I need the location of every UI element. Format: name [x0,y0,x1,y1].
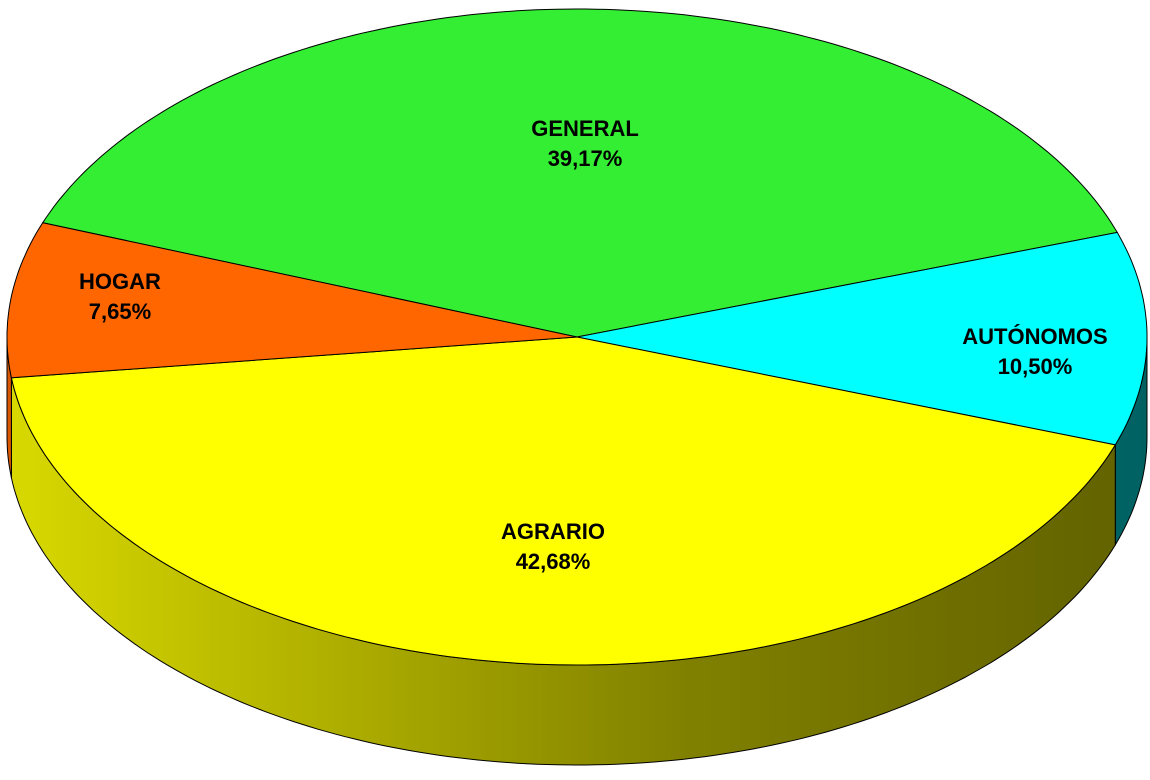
pie-slice [41,8,1119,338]
slice-label: HOGAR [79,269,161,294]
pie-slices [6,8,1148,666]
pie-slice [10,336,1117,666]
slice-value-label: 7,65% [89,299,151,324]
slice-label: GENERAL [531,116,639,141]
pie-slice [6,222,578,379]
slice-value-label: 42,68% [516,549,591,574]
slice-label: AUTÓNOMOS [962,324,1107,349]
slice-value-label: 39,17% [548,146,623,171]
pie-slice [576,231,1148,446]
slice-value-label: 10,50% [998,354,1073,379]
slice-label: AGRARIO [501,519,605,544]
